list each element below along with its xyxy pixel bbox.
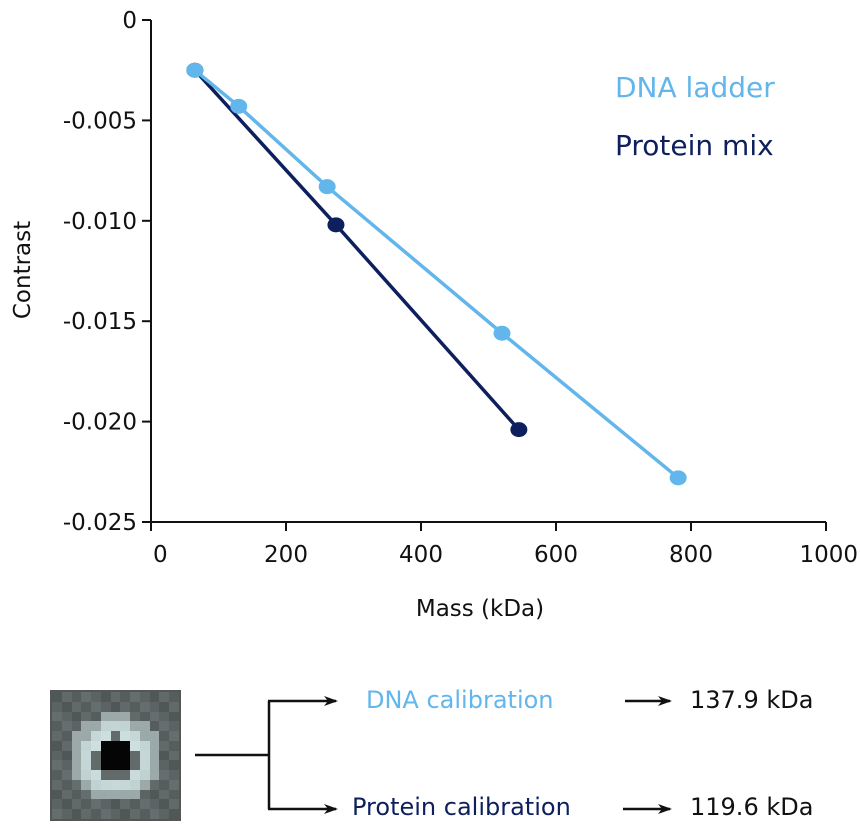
data-point-dna-ladder <box>493 325 511 341</box>
data-point-dna-ladder <box>230 98 248 114</box>
data-point-dna-ladder <box>669 470 687 486</box>
data-point-protein-mix <box>327 217 345 233</box>
axes: 0 -0.005 -0.010 -0.015 -0.020 -0.025 0 200 400 60… <box>63 8 858 568</box>
data-point-dna-ladder <box>318 179 336 195</box>
series-line-dna-ladder <box>193 68 680 480</box>
calibration-flow-diagram <box>195 696 672 814</box>
x-axis-title: Mass (kDa) <box>416 596 544 622</box>
y-tick-label: -0.015 <box>63 309 137 335</box>
y-tick-label: -0.010 <box>63 209 137 235</box>
data-point-dna-ladder <box>186 62 204 78</box>
dna-calibration-value: 137.9 kDa <box>690 686 814 714</box>
dna-calibration-label: DNA calibration <box>366 686 554 714</box>
series-layer <box>186 62 687 486</box>
y-tick-label: -0.020 <box>63 410 137 436</box>
y-tick-label: 0 <box>122 8 137 34</box>
x-tick-label: 200 <box>264 542 308 568</box>
y-axis-title: Contrast <box>10 221 36 319</box>
x-tick-label: 1000 <box>799 542 858 568</box>
legend-dna-ladder: DNA ladder <box>615 71 775 104</box>
series-line-protein-mix <box>193 69 521 431</box>
x-tick-label: 0 <box>153 542 168 568</box>
legend-protein-mix: Protein mix <box>615 129 774 162</box>
data-point-protein-mix <box>510 422 528 438</box>
legend: DNA ladder Protein mix <box>615 71 775 162</box>
x-tick-label: 600 <box>534 542 578 568</box>
protein-calibration-label: Protein calibration <box>352 793 571 821</box>
protein-calibration-value: 119.6 kDa <box>690 793 814 821</box>
x-tick-label: 400 <box>399 542 443 568</box>
particle-image <box>50 690 181 821</box>
x-tick-label: 800 <box>669 542 713 568</box>
y-tick-label: -0.005 <box>63 108 137 134</box>
calibration-chart: 0 -0.005 -0.010 -0.015 -0.020 -0.025 0 200 400 60… <box>10 8 858 622</box>
y-tick-label: -0.025 <box>63 510 137 536</box>
